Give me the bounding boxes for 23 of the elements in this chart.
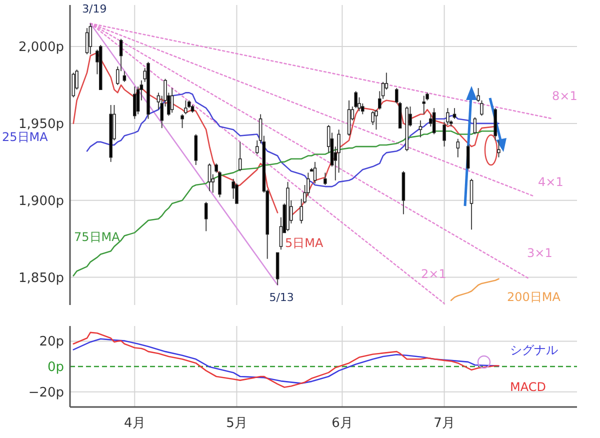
- x-tick-label: 4月: [124, 416, 146, 431]
- annotation: 3/19: [82, 2, 107, 16]
- x-tick-label: 7月: [434, 416, 455, 431]
- x-tick-label: 5月: [226, 416, 248, 431]
- series-label: 8×1: [552, 89, 578, 103]
- y-tick-label: 1,950p: [18, 116, 64, 132]
- series-label: 5日MA: [285, 236, 324, 250]
- series-label: 75日MA: [74, 230, 121, 244]
- series-label: 2×1: [421, 267, 446, 281]
- series-label: シグナル: [510, 343, 558, 357]
- y-tick-label: −20p: [28, 385, 64, 400]
- y-tick-label: 20p: [39, 334, 64, 350]
- text: 25日MA: [2, 130, 49, 144]
- y-tick-label: 0p: [47, 360, 64, 375]
- series-label: MACD: [510, 380, 546, 394]
- x-tick-label: 6月: [332, 416, 353, 431]
- y-tick-label: 1,850p: [18, 270, 64, 286]
- annotation: 5/13: [269, 291, 294, 304]
- series-label: 4×1: [538, 175, 564, 189]
- series-label: 200日MA: [507, 290, 562, 304]
- y-tick-label: 1,900p: [18, 194, 64, 209]
- series-label: 3×1: [527, 246, 552, 260]
- y-tick-label: 2,000p: [18, 40, 64, 56]
